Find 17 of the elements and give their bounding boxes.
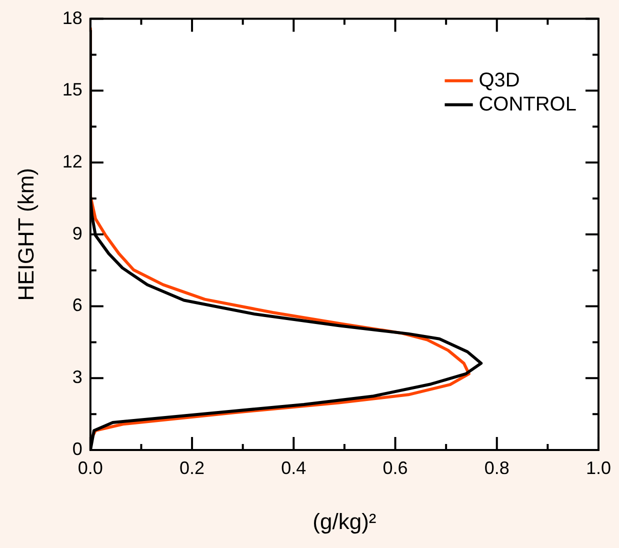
y-tick-label: 18 <box>62 8 82 28</box>
y-axis-title: HEIGHT (km) <box>13 168 38 301</box>
y-tick-label: 12 <box>62 152 82 172</box>
x-tick-label: 0.8 <box>484 458 510 478</box>
legend-label: CONTROL <box>478 93 576 116</box>
y-tick-label: 3 <box>72 367 82 388</box>
legend-label: Q3D <box>478 69 520 92</box>
x-axis-title: (g/kg)² <box>312 508 376 534</box>
y-tick-label: 15 <box>62 80 82 100</box>
y-tick-label: 9 <box>72 223 82 244</box>
y-tick-label: 6 <box>72 295 82 316</box>
x-tick-label: 0.4 <box>281 458 306 478</box>
x-tick-label: 0.6 <box>382 458 408 478</box>
x-tick-label: 0.0 <box>78 458 103 478</box>
x-tick-label: 0.2 <box>180 458 205 478</box>
x-tick-label: 1.0 <box>586 458 612 478</box>
y-tick-label: 0 <box>72 438 82 459</box>
